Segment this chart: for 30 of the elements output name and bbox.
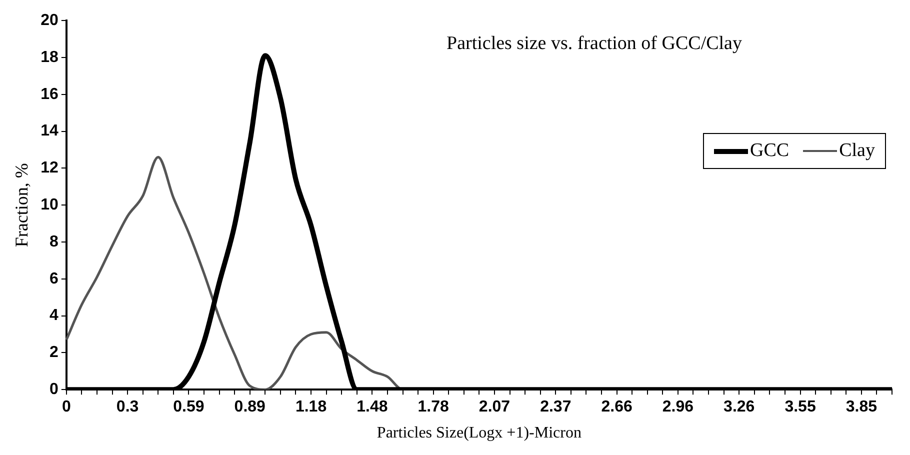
legend-label: GCC	[750, 140, 790, 162]
x-tick-label: 0.3	[116, 398, 139, 416]
y-tick-label: 18	[40, 48, 58, 66]
y-tick-label: 20	[40, 12, 58, 30]
y-tick-label: 8	[49, 233, 58, 250]
x-tick-label: 1.18	[295, 398, 327, 416]
x-tick-label: 3.55	[784, 398, 816, 416]
x-tick-label: 1.48	[356, 398, 388, 416]
x-tick-label: 1.78	[418, 398, 450, 416]
y-axis-title: Fraction, %	[12, 163, 32, 248]
y-tick-label: 2	[49, 344, 58, 362]
x-tick-label: 2.96	[662, 398, 694, 416]
y-tick-label: 10	[40, 196, 58, 214]
y-tick-label: 0	[49, 381, 58, 398]
legend-label: Clay	[839, 140, 875, 162]
x-tick-label: 2.07	[478, 398, 510, 416]
y-tick-label: 14	[40, 122, 58, 140]
x-tick-label: 0.89	[234, 398, 266, 416]
x-tick-label: 0.59	[173, 398, 204, 416]
x-tick-label: 2.66	[601, 398, 632, 416]
x-axis-title: Particles Size(Logx +1)-Micron	[376, 424, 582, 442]
y-tick-label: 4	[49, 307, 58, 324]
x-tick-label: 0	[62, 398, 71, 416]
text: Particles size vs. fraction of GCC/Clay	[446, 33, 742, 54]
x-tick-label: 2.37	[540, 398, 572, 416]
y-tick-label: 6	[49, 270, 58, 288]
x-tick-label: 3.85	[846, 398, 878, 416]
y-tick-label: 12	[40, 160, 58, 177]
y-tick-label: 16	[40, 86, 58, 103]
x-tick-label: 3.26	[724, 398, 755, 416]
